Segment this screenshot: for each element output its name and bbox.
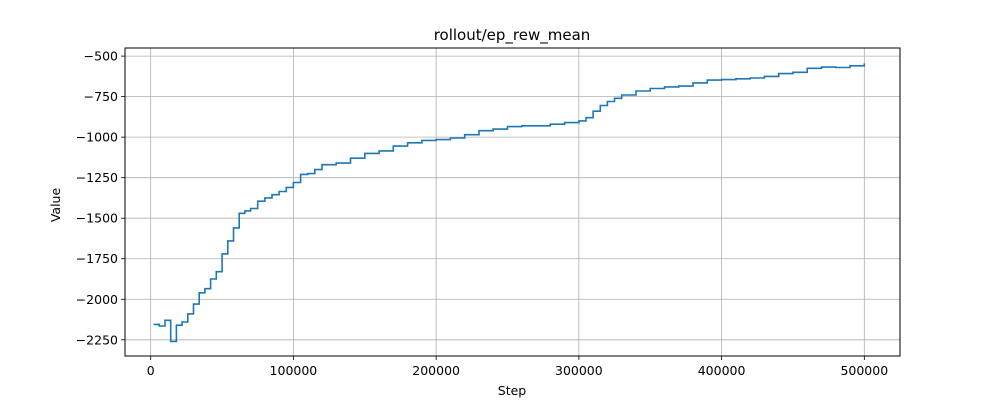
y-tick-label: −1250 [76,170,118,185]
y-tick-label: −2000 [76,292,118,307]
x-tick-label: 400000 [698,363,746,378]
series-line [153,63,866,343]
y-tick-label: −500 [84,49,118,64]
plot-frame [124,47,901,357]
x-tick-label: 0 [147,363,155,378]
x-tick-label: 500000 [840,363,888,378]
x-tick-label: 200000 [412,363,460,378]
y-axis-label: Value [48,188,63,223]
y-tick-label: −1750 [76,251,118,266]
y-tick-label: −750 [84,89,118,104]
x-axis-label: Step [498,383,527,398]
chart-title: rollout/ep_rew_mean [434,26,591,45]
x-axis: 0 100000 200000 300000 400000 500000 [147,356,888,378]
y-tick-label: −1500 [76,211,118,226]
grid [125,48,900,356]
data-line-group [153,63,866,343]
x-tick-label: 300000 [555,363,603,378]
y-tick-label: −2250 [76,332,118,347]
x-tick-label: 100000 [270,363,318,378]
y-tick-label: −1000 [76,130,118,145]
y-axis: −2250 −2000 −1750 −1500 −1250 −1000 −750 −500 [76,49,125,347]
